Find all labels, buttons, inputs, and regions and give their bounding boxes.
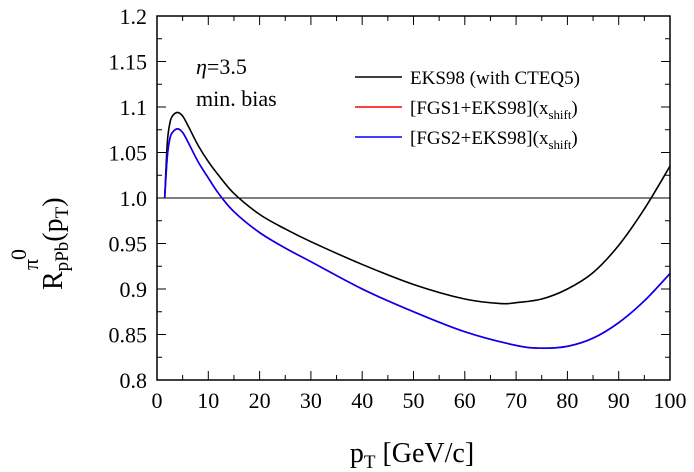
x-tick-label: 20 [249,388,271,413]
legend: EKS98 (with CTEQ5) [FGS1+EKS98](xshift) [F… [355,68,580,152]
x-tick-label: 30 [300,388,322,413]
y-axis-superscript: π [18,259,43,270]
series-layer [163,111,671,349]
x-tick-label: 100 [654,388,687,413]
y-tick-label: 1.0 [120,186,148,211]
y-tick-label: 1.15 [109,50,148,75]
plot-frame [156,15,671,381]
y-tick-label: 1.05 [109,141,148,166]
x-tick-label: 70 [505,388,527,413]
y-tick-label: 0.85 [109,323,148,348]
x-tick-label: 50 [403,388,425,413]
annotation-eta: η=3.5 [196,54,247,79]
series-line-3 [163,128,671,349]
y-tick-labels: 0.8 0.85 0.9 0.95 1.0 1.05 1.1 1.15 1.2 [109,4,148,393]
y-tick-label: 1.2 [120,4,148,29]
legend-label-3: [FGS2+EKS98](xshift) [410,128,578,152]
x-tick-label: 0 [152,388,163,413]
y-tick-label: 1.1 [120,95,148,120]
x-tick-label: 90 [608,388,630,413]
x-tick-label: 40 [351,388,373,413]
y-axis-title: RpPb(pT) π 0 [6,197,73,290]
series-line-2 [163,128,671,349]
y-tick-label: 0.8 [120,368,148,393]
y-axis-superscript-2: 0 [6,249,31,260]
x-tick-label: 60 [454,388,476,413]
y-tick-label: 0.95 [109,232,148,257]
svg-text:RpPb(pT): RpPb(pT) [38,197,73,290]
series-line-1 [163,111,671,305]
annotation-min-bias: min. bias [196,86,277,111]
legend-label-1: EKS98 (with CTEQ5) [410,68,580,89]
x-axis-title: pT [GeV/c] [350,438,474,472]
legend-label-2: [FGS1+EKS98](xshift) [410,98,578,122]
x-tick-label: 80 [556,388,578,413]
x-tick-label: 10 [197,388,219,413]
y-tick-label: 0.9 [120,277,148,302]
x-tick-labels: 0 10 20 30 40 50 60 70 80 90 100 [152,388,687,413]
